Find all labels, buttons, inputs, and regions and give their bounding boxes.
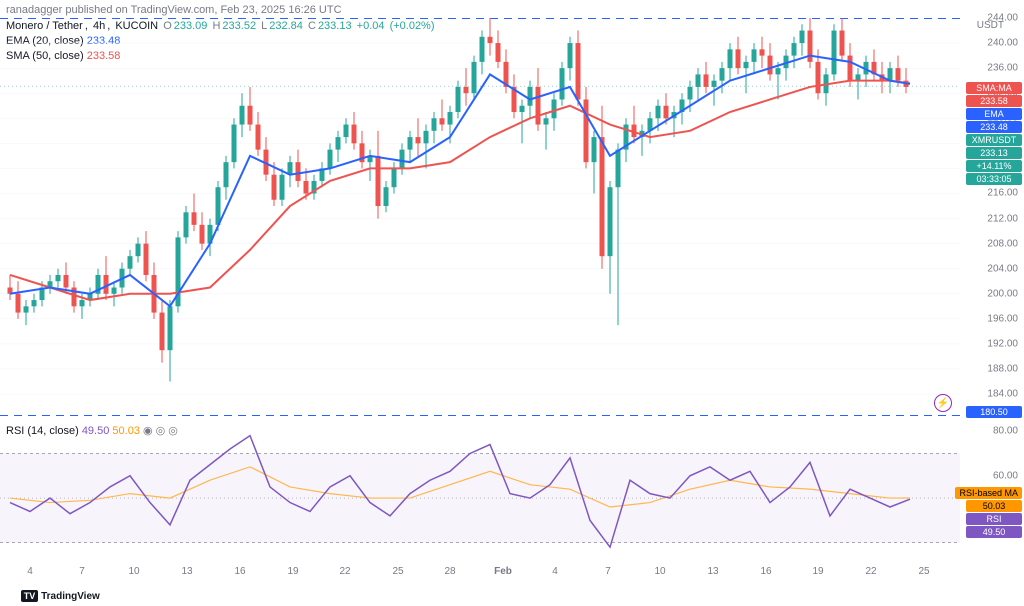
symbol-badge-label: XMRUSDT	[966, 134, 1022, 146]
main-price-chart[interactable]	[0, 18, 960, 416]
x-tick: 16	[234, 566, 245, 577]
x-tick: 13	[707, 566, 718, 577]
price-y-axis: 244.00240.00236.00232.00228.00224.00220.…	[960, 18, 1024, 416]
x-tick: 7	[79, 566, 85, 577]
y-tick: 236.00	[987, 63, 1018, 74]
rsi-eye-icons: ◉ ◎ ◎	[143, 425, 178, 437]
sma-ma-badge-value: 233.58	[966, 95, 1022, 107]
x-tick: 28	[444, 566, 455, 577]
sma-ma-badge-label: SMA:MA	[966, 82, 1022, 94]
x-tick: 13	[181, 566, 192, 577]
rsi-y-tick: 80.00	[993, 426, 1018, 437]
y-tick: 240.00	[987, 38, 1018, 49]
x-tick: 22	[865, 566, 876, 577]
x-tick: 16	[760, 566, 771, 577]
symbol-badge-value: 233.13	[966, 147, 1022, 159]
publisher-name: ranadagger	[6, 4, 62, 16]
countdown-badge: 03:33:05	[966, 173, 1022, 185]
chart-container: ranadagger published on TradingView.com,…	[0, 0, 1024, 606]
x-tick: 7	[605, 566, 611, 577]
rsi-ma-badge-value: 50.03	[966, 500, 1022, 512]
ema-badge-value: 233.48	[966, 121, 1022, 133]
rsi-indicator-label: RSI (14, close) 49.50 50.03 ◉ ◎ ◎	[6, 424, 178, 437]
y-tick: 216.00	[987, 188, 1018, 199]
y-tick: 184.00	[987, 389, 1018, 400]
y-tick: 200.00	[987, 288, 1018, 299]
rsi-chart[interactable]	[0, 420, 960, 565]
x-tick: 19	[812, 566, 823, 577]
y-tick: 244.00	[987, 13, 1018, 24]
low-level-badge: 180.50	[966, 406, 1022, 418]
x-tick: 4	[27, 566, 33, 577]
y-tick: 196.00	[987, 313, 1018, 324]
x-tick: 25	[918, 566, 929, 577]
rsi-ma-badge-label: RSI-based MA	[955, 487, 1022, 499]
rsi-label-text: RSI (14, close)	[6, 425, 79, 437]
rsi-badge-value: 49.50	[966, 526, 1022, 538]
publisher-date: published on TradingView.com, Feb 23, 20…	[65, 4, 341, 16]
footer-text: TradingView	[41, 591, 100, 602]
x-tick: 22	[339, 566, 350, 577]
x-tick: 4	[552, 566, 558, 577]
alert-icon[interactable]: ⚡	[934, 394, 952, 412]
rsi-ma-value: 50.03	[112, 425, 140, 437]
publisher-header: ranadagger published on TradingView.com,…	[6, 4, 342, 16]
x-tick: 10	[654, 566, 665, 577]
tradingview-logo: TV TradingView	[6, 589, 100, 602]
x-tick: 25	[392, 566, 403, 577]
symbol-badge-pct: +14.11%	[966, 160, 1022, 172]
rsi-badge-label: RSI	[966, 513, 1022, 525]
rsi-y-tick: 60.00	[993, 470, 1018, 481]
y-tick: 188.00	[987, 363, 1018, 374]
y-tick: 192.00	[987, 338, 1018, 349]
ema-badge-label: EMA	[966, 108, 1022, 120]
x-tick: 10	[128, 566, 139, 577]
x-tick: Feb	[494, 566, 512, 577]
y-tick: 204.00	[987, 263, 1018, 274]
x-tick: 19	[287, 566, 298, 577]
y-tick: 212.00	[987, 213, 1018, 224]
y-tick: 208.00	[987, 238, 1018, 249]
time-x-axis: 4 7 10 13 16 19 22 25 28 Feb 4 7 10 13 16 19 22 25	[0, 566, 960, 586]
rsi-value: 49.50	[82, 425, 110, 437]
